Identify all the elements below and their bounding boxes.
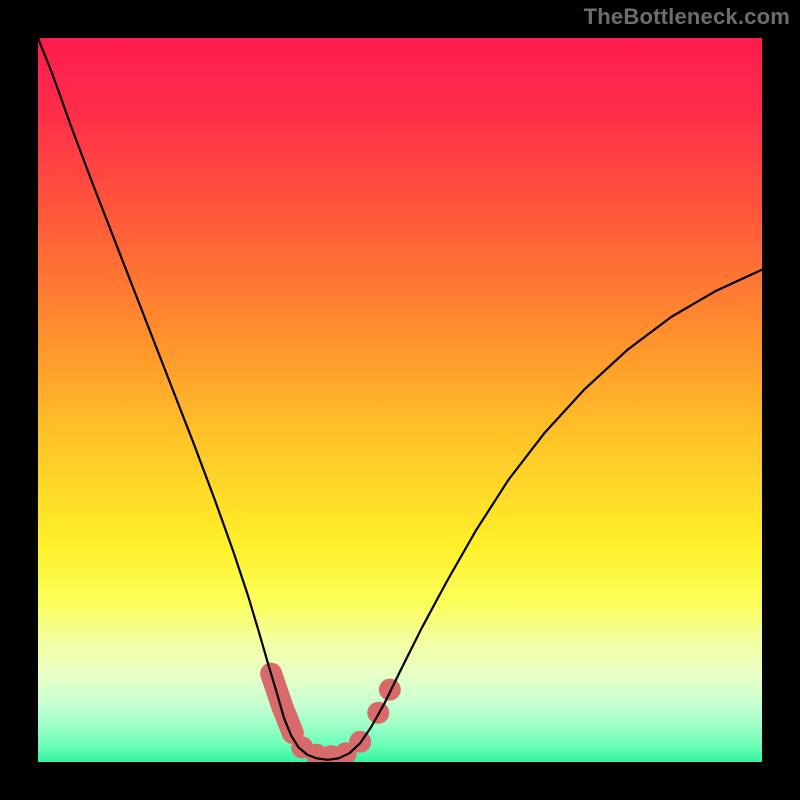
chart-stage: TheBottleneck.com <box>0 0 800 800</box>
plot-background <box>38 38 762 762</box>
bottleneck-chart <box>0 0 800 800</box>
marker-dot <box>379 679 401 701</box>
